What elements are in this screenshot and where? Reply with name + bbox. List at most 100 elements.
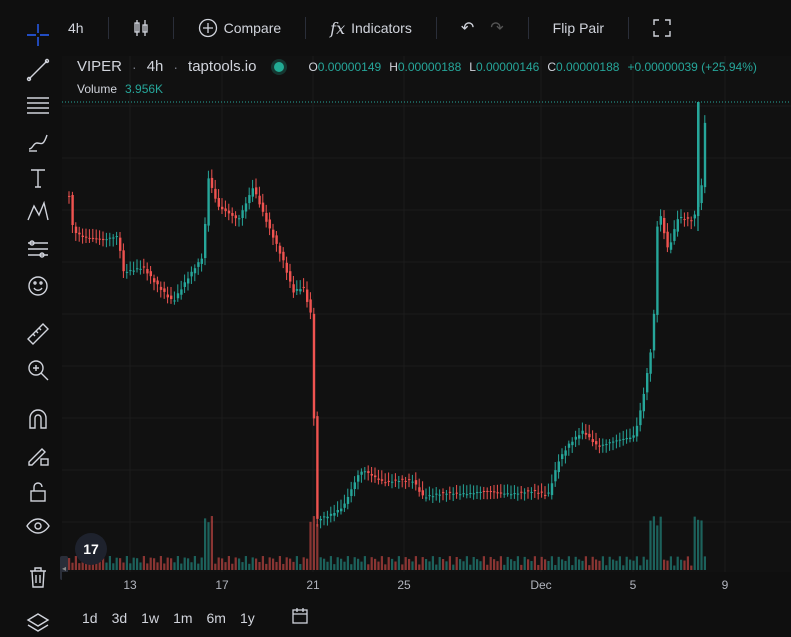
toolbar-divider [435, 17, 437, 39]
volume-bar [119, 558, 122, 570]
candle-body [608, 442, 611, 444]
volume-bar [683, 560, 686, 570]
volume-bar [146, 563, 149, 570]
candlestick-chart[interactable] [62, 56, 791, 572]
lock-icon[interactable] [24, 478, 52, 506]
range-1w[interactable]: 1w [141, 609, 160, 626]
interval-button[interactable]: 4h [62, 16, 90, 40]
volume-bar [380, 556, 383, 570]
candle-body [493, 491, 496, 493]
ruler-icon[interactable] [24, 320, 52, 348]
volume-bar [513, 561, 516, 570]
brush-icon[interactable] [24, 128, 52, 156]
chart-type-button[interactable] [127, 14, 155, 42]
candle-body [129, 270, 132, 272]
legend-source: taptools.io [188, 58, 257, 75]
fib-icon[interactable] [24, 91, 52, 119]
toolbar-divider [527, 17, 529, 39]
volume-bar [629, 559, 632, 570]
flip-pair-button[interactable]: Flip Pair [547, 16, 610, 40]
magnet-icon[interactable] [24, 405, 52, 433]
volume-bar [421, 557, 424, 570]
range-1m[interactable]: 1m [173, 609, 193, 626]
redo-button[interactable]: ↷ [484, 14, 509, 42]
candle-body [445, 493, 448, 495]
volume-bar [486, 564, 489, 570]
tradingview-logo[interactable]: 17 [75, 533, 107, 565]
volume-bar [476, 559, 479, 570]
range-6m[interactable]: 6m [206, 609, 226, 626]
compare-button[interactable]: Compare [192, 14, 288, 42]
volume-bar [329, 556, 332, 570]
forecast-icon[interactable] [24, 235, 52, 263]
candle-body [394, 479, 397, 481]
volume-bar [323, 558, 326, 570]
volume-bar [142, 556, 145, 570]
candle-body [238, 218, 241, 220]
candle-body [686, 217, 690, 219]
volume-bar [408, 558, 411, 570]
candle-body [561, 454, 564, 459]
indicators-button[interactable]: fx Indicators [324, 15, 418, 42]
volume-bar [336, 557, 339, 570]
volume-bar [312, 516, 315, 570]
trendline-icon[interactable] [24, 56, 52, 84]
volume-bar [357, 558, 360, 570]
volume-bar [115, 557, 118, 570]
candle-body [523, 492, 526, 494]
collapse-handle[interactable]: ◂ [60, 556, 68, 580]
candle-body [360, 471, 363, 475]
volume-bar [210, 516, 213, 570]
volume-bar [319, 557, 322, 570]
range-1d[interactable]: 1d [82, 609, 98, 626]
candle-body [700, 185, 703, 204]
volume-bar [506, 556, 509, 570]
time-axis[interactable]: 13 17 21 25 Dec 5 9 [62, 572, 791, 596]
candle-body [85, 236, 88, 238]
layers-icon[interactable] [24, 609, 52, 637]
volume-bar [544, 559, 547, 570]
candle-body [244, 203, 248, 212]
candle-body [635, 425, 639, 437]
undo-button[interactable]: ↶ [455, 14, 480, 42]
candle-body [540, 491, 543, 493]
candle-body [605, 444, 608, 446]
crosshair-icon[interactable] [24, 21, 52, 49]
candle-body [486, 490, 489, 492]
symbol-name[interactable]: VIPER [77, 58, 123, 75]
emoji-icon[interactable] [24, 272, 52, 300]
volume-bar [530, 561, 533, 570]
eye-icon[interactable] [24, 512, 52, 540]
candle-body [690, 220, 693, 222]
volume-bar [550, 556, 553, 570]
volume-bar [363, 556, 366, 570]
text-icon[interactable] [24, 164, 52, 192]
candle-body [411, 481, 414, 483]
volume-bar [309, 521, 312, 570]
goto-date-icon[interactable] [291, 607, 309, 628]
candle-body [656, 226, 659, 315]
candle-body [221, 206, 224, 210]
pattern-icon[interactable] [24, 198, 52, 226]
volume-bar [166, 557, 169, 570]
volume-bar [95, 563, 98, 570]
x-tick-label: 9 [721, 578, 729, 592]
volume-bar [567, 556, 570, 570]
chart-pane[interactable] [62, 56, 791, 572]
candle-body [98, 238, 101, 240]
fullscreen-button[interactable] [647, 15, 677, 41]
candle-body [166, 294, 169, 298]
range-3d[interactable]: 3d [111, 609, 128, 626]
candle-body [326, 516, 329, 519]
candle-body [442, 492, 445, 494]
trash-icon[interactable] [24, 563, 52, 591]
x-tick-label: 21 [306, 578, 320, 592]
zoom-icon[interactable] [24, 356, 52, 384]
volume-bar [370, 557, 373, 570]
volume-bar [472, 556, 475, 570]
candle-body [292, 284, 295, 293]
volume-bar [503, 564, 506, 570]
lock-pencil-icon[interactable] [24, 441, 52, 469]
range-1y[interactable]: 1y [239, 609, 255, 626]
volume-bar [537, 564, 540, 570]
